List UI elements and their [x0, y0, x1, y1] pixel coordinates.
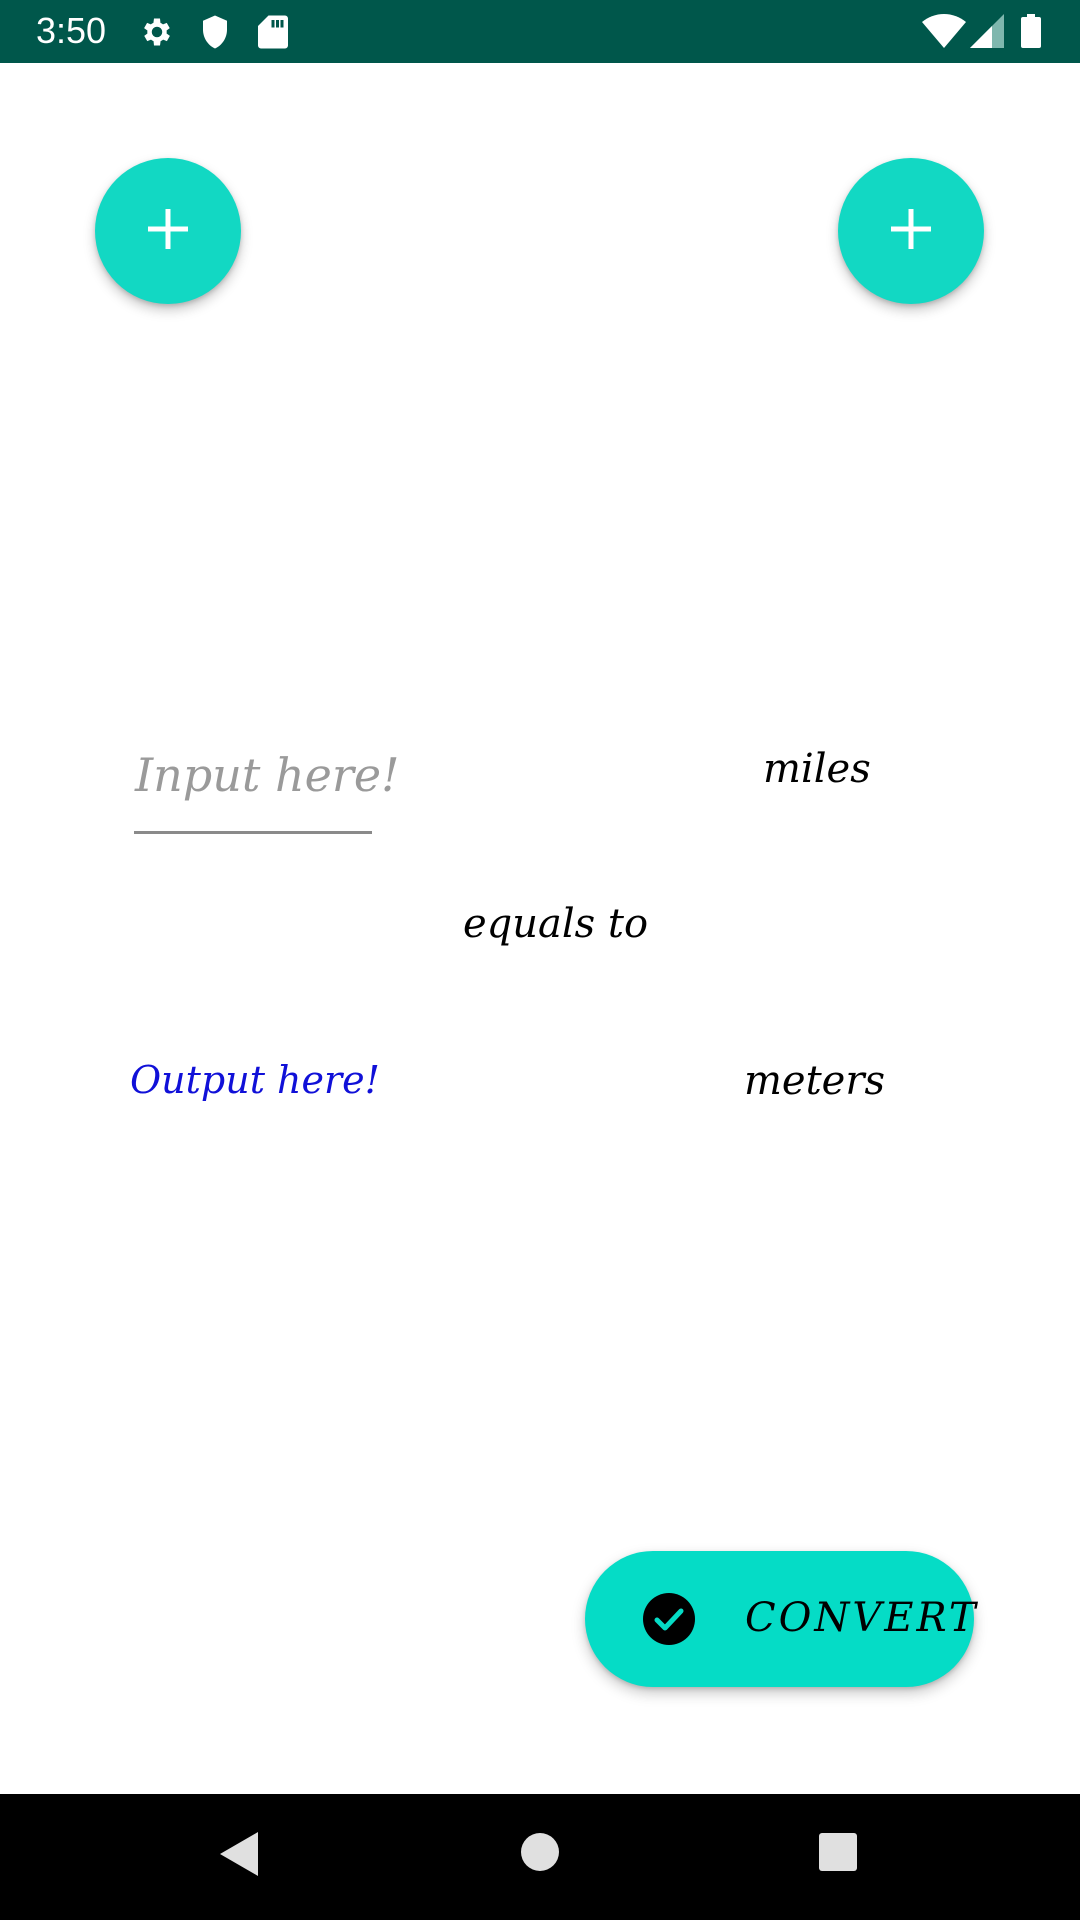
output-text: Output here! [130, 1058, 380, 1102]
add-button-right[interactable] [838, 158, 984, 304]
input-field[interactable] [134, 740, 372, 834]
add-button-left[interactable] [95, 158, 241, 304]
settings-icon [139, 14, 175, 50]
back-icon[interactable] [218, 1830, 260, 1882]
battery-icon [1020, 14, 1042, 48]
input-unit-label: miles [763, 746, 871, 792]
home-icon[interactable] [520, 1832, 560, 1876]
convert-button[interactable]: CONVERT [585, 1551, 976, 1687]
equals-label: equals to [463, 901, 649, 947]
plus-icon [146, 207, 190, 255]
convert-label: CONVERT [745, 1595, 979, 1641]
status-time: 3:50 [36, 10, 107, 51]
status-bar: 3:50 [0, 0, 1080, 63]
check-circle-icon [643, 1593, 695, 1649]
shield-icon [200, 14, 230, 50]
signal-icon [970, 14, 1004, 48]
wifi-icon [922, 14, 966, 48]
sd-card-icon [258, 14, 288, 50]
output-unit-label: meters [744, 1058, 885, 1104]
plus-icon [889, 207, 933, 255]
recents-icon[interactable] [818, 1832, 858, 1876]
navigation-bar [0, 1794, 1080, 1920]
